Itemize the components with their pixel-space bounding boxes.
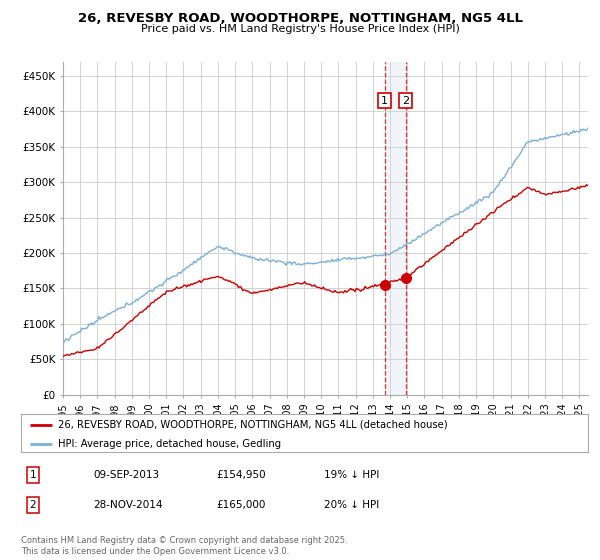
Text: £154,950: £154,950 — [216, 470, 266, 480]
Text: 19% ↓ HPI: 19% ↓ HPI — [324, 470, 379, 480]
Text: 26, REVESBY ROAD, WOODTHORPE, NOTTINGHAM, NG5 4LL: 26, REVESBY ROAD, WOODTHORPE, NOTTINGHAM… — [77, 12, 523, 25]
Text: 1: 1 — [381, 96, 388, 106]
Text: 28-NOV-2014: 28-NOV-2014 — [93, 500, 163, 510]
Text: 26, REVESBY ROAD, WOODTHORPE, NOTTINGHAM, NG5 4LL (detached house): 26, REVESBY ROAD, WOODTHORPE, NOTTINGHAM… — [58, 419, 448, 430]
Text: £165,000: £165,000 — [216, 500, 265, 510]
Text: 20% ↓ HPI: 20% ↓ HPI — [324, 500, 379, 510]
Text: Contains HM Land Registry data © Crown copyright and database right 2025.
This d: Contains HM Land Registry data © Crown c… — [21, 536, 347, 556]
Text: 2: 2 — [402, 96, 409, 106]
Text: 2: 2 — [29, 500, 37, 510]
Bar — [385, 62, 406, 395]
Text: 09-SEP-2013: 09-SEP-2013 — [93, 470, 159, 480]
Text: HPI: Average price, detached house, Gedling: HPI: Average price, detached house, Gedl… — [58, 438, 281, 449]
Text: Price paid vs. HM Land Registry's House Price Index (HPI): Price paid vs. HM Land Registry's House … — [140, 24, 460, 34]
Text: 1: 1 — [29, 470, 37, 480]
